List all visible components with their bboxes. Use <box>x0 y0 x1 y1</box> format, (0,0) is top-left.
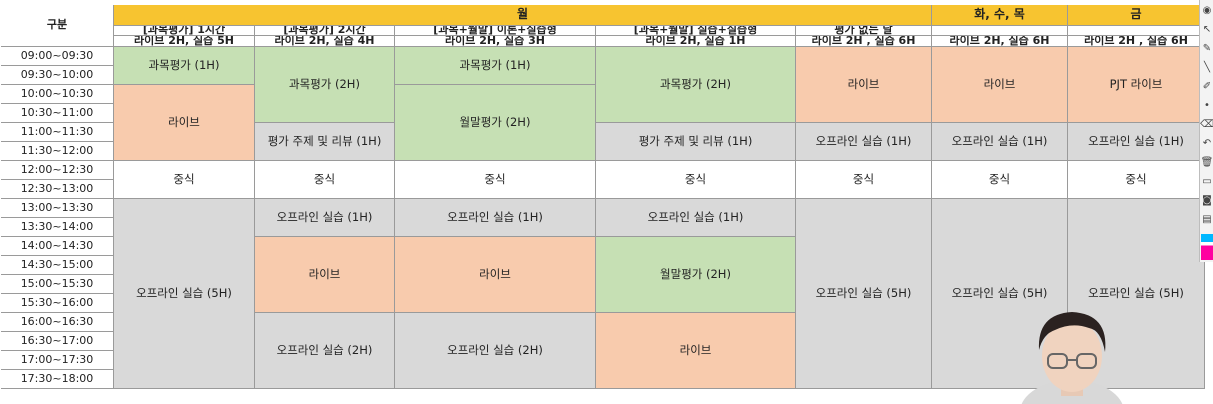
schedule-block: 오프라인 실습 (5H) <box>114 199 255 389</box>
column-subtitle: 라이브 2H, 실습 3H <box>395 36 596 47</box>
column-title: [과목평가] 1시간 <box>114 26 255 36</box>
clipboard-icon[interactable]: ▤ <box>1202 214 1212 225</box>
column-title <box>932 26 1068 36</box>
camera-icon[interactable]: ◙ <box>1202 195 1212 206</box>
column-title: [과목+월말] 실습+실습형 <box>596 26 796 36</box>
time-slot: 11:00~11:30 <box>1 123 114 142</box>
time-slot: 17:00~17:30 <box>1 351 114 370</box>
column-subtitle: 라이브 2H, 실습 1H <box>596 36 796 47</box>
time-slot: 10:30~11:00 <box>1 104 114 123</box>
column-title <box>1068 26 1205 36</box>
schedule-block: 평가 주제 및 리뷰 (1H) <box>596 123 796 161</box>
time-slot: 16:30~17:00 <box>1 332 114 351</box>
schedule-block: 중식 <box>932 161 1068 199</box>
time-slot: 14:30~15:00 <box>1 256 114 275</box>
schedule-block: 오프라인 실습 (2H) <box>395 313 596 389</box>
schedule-block: 중식 <box>395 161 596 199</box>
schedule-block: 라이브 <box>255 237 395 313</box>
undo-icon[interactable]: ↶ <box>1202 138 1212 149</box>
schedule-block: 과목평가 (1H) <box>114 47 255 85</box>
schedule-block: 오프라인 실습 (5H) <box>796 199 932 389</box>
header-gubun: 구분 <box>1 5 114 47</box>
marker-icon[interactable]: ✐ <box>1202 81 1212 92</box>
schedule-block: PJT 라이브 <box>1068 47 1205 123</box>
schedule-block: 과목평가 (2H) <box>596 47 796 123</box>
column-title: [과목+월말] 이론+실습형 <box>395 26 596 36</box>
header-month-tue-wed-thu: 화, 수, 목 <box>932 5 1068 26</box>
time-slot: 13:30~14:00 <box>1 218 114 237</box>
time-slot: 09:30~10:00 <box>1 66 114 85</box>
column-subtitle: 라이브 2H , 실습 6H <box>1068 36 1205 47</box>
schedule-block: 오프라인 실습 (1H) <box>796 123 932 161</box>
column-subtitle: 라이브 2H, 실습 5H <box>114 36 255 47</box>
schedule-block: 오프라인 실습 (1H) <box>596 199 796 237</box>
eye-icon[interactable]: ◉ <box>1202 5 1212 16</box>
schedule-block: 오프라인 실습 (2H) <box>255 313 395 389</box>
webcam-presenter <box>1017 300 1127 404</box>
time-slot: 10:00~10:30 <box>1 85 114 104</box>
column-title: [과목평가] 2시간 <box>255 26 395 36</box>
header-month-friday: 금 <box>1068 5 1205 26</box>
schedule-block: 평가 주제 및 리뷰 (1H) <box>255 123 395 161</box>
annotation-toolbar: ◉ ↖ ✎ ╲ ✐ • ⌫ ↶ 🗑 ▭ ◙ ▤ <box>1199 0 1213 262</box>
schedule-block: 중식 <box>796 161 932 199</box>
eraser-icon[interactable]: ⌫ <box>1199 119 1213 130</box>
column-title: 평가 없는 날 <box>796 26 932 36</box>
schedule-block: 라이브 <box>114 85 255 161</box>
time-slot: 14:00~14:30 <box>1 237 114 256</box>
schedule-block: 라이브 <box>596 313 796 389</box>
trash-icon[interactable]: 🗑 <box>1200 157 1213 168</box>
schedule-block: 오프라인 실습 (1H) <box>1068 123 1205 161</box>
time-slot: 11:30~12:00 <box>1 142 114 161</box>
line-icon[interactable]: ╲ <box>1203 62 1211 73</box>
schedule-block: 월말평가 (2H) <box>395 85 596 161</box>
color-swatch-icon[interactable] <box>1201 234 1213 260</box>
schedule-block: 중식 <box>1068 161 1205 199</box>
schedule-block: 중식 <box>255 161 395 199</box>
column-subtitle: 라이브 2H, 실습 4H <box>255 36 395 47</box>
schedule-block: 과목평가 (1H) <box>395 47 596 85</box>
comment-icon[interactable]: ▭ <box>1202 176 1212 187</box>
time-slot: 09:00~09:30 <box>1 47 114 66</box>
time-slot: 17:30~18:00 <box>1 370 114 389</box>
time-slot: 15:00~15:30 <box>1 275 114 294</box>
schedule-block: 월말평가 (2H) <box>596 237 796 313</box>
header-month-monday: 월 <box>114 5 932 26</box>
pen-icon[interactable]: ✎ <box>1202 43 1212 54</box>
schedule-block: 라이브 <box>796 47 932 123</box>
schedule-block: 라이브 <box>932 47 1068 123</box>
column-subtitle: 라이브 2H, 실습 6H <box>932 36 1068 47</box>
schedule-block: 중식 <box>114 161 255 199</box>
column-subtitle: 라이브 2H , 실습 6H <box>796 36 932 47</box>
schedule-block: 라이브 <box>395 237 596 313</box>
dot-icon[interactable]: • <box>1204 100 1210 111</box>
schedule-block: 오프라인 실습 (1H) <box>395 199 596 237</box>
time-slot: 13:00~13:30 <box>1 199 114 218</box>
time-slot: 16:00~16:30 <box>1 313 114 332</box>
schedule-block: 오프라인 실습 (1H) <box>255 199 395 237</box>
schedule-block: 중식 <box>596 161 796 199</box>
time-slot: 15:30~16:00 <box>1 294 114 313</box>
time-slot: 12:00~12:30 <box>1 161 114 180</box>
cursor-icon[interactable]: ↖ <box>1202 24 1212 35</box>
schedule-block: 오프라인 실습 (1H) <box>932 123 1068 161</box>
schedule-block: 과목평가 (2H) <box>255 47 395 123</box>
time-slot: 12:30~13:00 <box>1 180 114 199</box>
